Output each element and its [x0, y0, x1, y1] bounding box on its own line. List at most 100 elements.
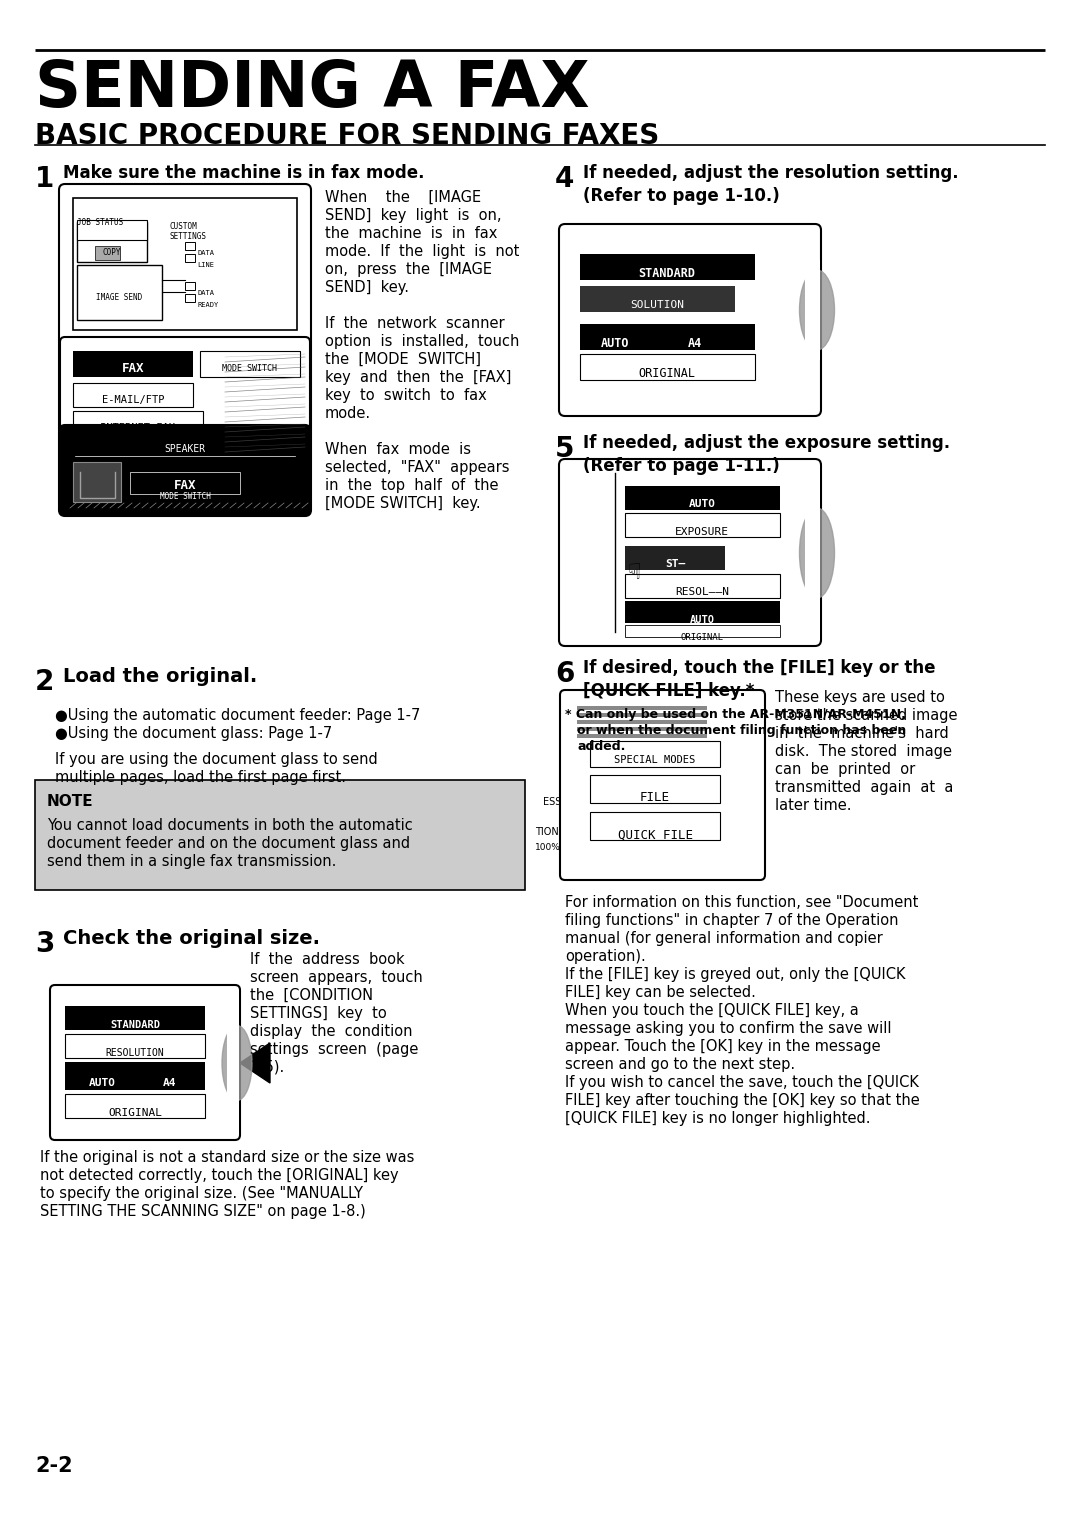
- Text: STANDARD: STANDARD: [110, 1021, 160, 1030]
- Bar: [625, 486, 780, 510]
- Text: screen and go to the next step.: screen and go to the next step.: [565, 1057, 795, 1073]
- Text: 100%: 100%: [535, 843, 561, 853]
- Bar: [73, 411, 203, 435]
- Text: TION: TION: [535, 827, 558, 837]
- Text: or when the document filing function has been: or when the document filing function has…: [577, 724, 906, 736]
- Text: mode.: mode.: [325, 406, 372, 422]
- Text: message asking you to confirm the save will: message asking you to confirm the save w…: [565, 1021, 891, 1036]
- Bar: [73, 461, 121, 503]
- Bar: [580, 254, 755, 280]
- Bar: [577, 727, 707, 730]
- Text: send them in a single fax transmission.: send them in a single fax transmission.: [48, 854, 336, 869]
- Text: RESOLUTION: RESOLUTION: [106, 1048, 164, 1057]
- Text: SPEAKER: SPEAKER: [164, 445, 205, 454]
- Text: store the scanned image: store the scanned image: [775, 707, 958, 723]
- Bar: [577, 706, 707, 711]
- Text: operation).: operation).: [565, 949, 646, 964]
- Ellipse shape: [222, 1025, 252, 1100]
- Text: * Can only be used on the AR-M351N/AR-M451N,: * Can only be used on the AR-M351N/AR-M4…: [565, 707, 906, 721]
- Bar: [580, 354, 755, 380]
- Text: the  [MODE  SWITCH]: the [MODE SWITCH]: [325, 351, 481, 367]
- Bar: [590, 811, 720, 840]
- FancyBboxPatch shape: [559, 458, 821, 646]
- Bar: [65, 1005, 205, 1030]
- Text: If  the  address  book: If the address book: [249, 952, 405, 967]
- Text: to specify the original size. (See "MANUALLY: to specify the original size. (See "MANU…: [40, 1186, 363, 1201]
- Text: If the original is not a standard size or the size was: If the original is not a standard size o…: [40, 1151, 415, 1164]
- Text: DATA: DATA: [197, 290, 214, 296]
- Bar: [590, 775, 720, 804]
- Ellipse shape: [799, 507, 835, 597]
- Text: ☟: ☟: [585, 330, 598, 350]
- Text: ☟: ☟: [627, 562, 640, 584]
- Text: key  to  switch  to  fax: key to switch to fax: [325, 388, 487, 403]
- Bar: [625, 601, 780, 623]
- Bar: [805, 465, 820, 640]
- Text: AUTO: AUTO: [600, 338, 630, 350]
- Text: ●Using the document glass: Page 1-7: ●Using the document glass: Page 1-7: [55, 726, 333, 741]
- Text: key  and  then  the  [FAX]: key and then the [FAX]: [325, 370, 511, 385]
- Text: disk.  The stored  image: disk. The stored image: [775, 744, 951, 759]
- Text: SEND]  key.: SEND] key.: [325, 280, 409, 295]
- Bar: [35, 779, 525, 889]
- Text: If  the  network  scanner: If the network scanner: [325, 316, 504, 332]
- Bar: [577, 714, 707, 717]
- Text: QUICK FILE: QUICK FILE: [618, 830, 692, 842]
- Text: JOB STATUS: JOB STATUS: [77, 219, 123, 228]
- Text: transmitted  again  at  a: transmitted again at a: [775, 779, 954, 795]
- Bar: [73, 199, 297, 330]
- Text: AUTO: AUTO: [689, 500, 715, 509]
- Bar: [77, 222, 147, 261]
- Text: SETTING THE SCANNING SIZE" on page 1-8.): SETTING THE SCANNING SIZE" on page 1-8.): [40, 1204, 366, 1219]
- Text: multiple pages, load the first page first.: multiple pages, load the first page firs…: [55, 770, 346, 785]
- Text: CUSTOM
SETTINGS: CUSTOM SETTINGS: [170, 222, 207, 241]
- Text: BASIC PROCEDURE FOR SENDING FAXES: BASIC PROCEDURE FOR SENDING FAXES: [35, 122, 659, 150]
- Bar: [580, 286, 735, 312]
- Text: option  is  installed,  touch: option is installed, touch: [325, 335, 519, 348]
- Bar: [77, 220, 147, 240]
- Text: READY: READY: [197, 303, 218, 309]
- Text: filing functions" in chapter 7 of the Operation: filing functions" in chapter 7 of the Op…: [565, 914, 899, 927]
- FancyBboxPatch shape: [59, 183, 311, 516]
- Bar: [590, 741, 720, 767]
- Bar: [805, 260, 820, 361]
- Text: When    the    [IMAGE: When the [IMAGE: [325, 189, 481, 205]
- Text: document feeder and on the document glass and: document feeder and on the document glas…: [48, 836, 410, 851]
- Text: DATA: DATA: [197, 251, 214, 257]
- Text: MODE SWITCH: MODE SWITCH: [160, 492, 211, 501]
- Text: LINE: LINE: [197, 261, 214, 267]
- FancyBboxPatch shape: [50, 986, 240, 1140]
- FancyBboxPatch shape: [561, 691, 765, 880]
- Text: SOLUTION: SOLUTION: [630, 299, 684, 310]
- Text: [QUICK FILE] key is no longer highlighted.: [QUICK FILE] key is no longer highlighte…: [565, 1111, 870, 1126]
- Text: SPECIAL MODES: SPECIAL MODES: [615, 755, 696, 766]
- Text: If needed, adjust the exposure setting.: If needed, adjust the exposure setting.: [583, 434, 950, 452]
- Text: A4: A4: [163, 1077, 177, 1088]
- Ellipse shape: [799, 270, 835, 350]
- Bar: [73, 384, 193, 406]
- FancyBboxPatch shape: [60, 338, 310, 465]
- Bar: [77, 264, 162, 319]
- Text: A4: A4: [688, 338, 702, 350]
- Text: FILE] key can be selected.: FILE] key can be selected.: [565, 986, 756, 999]
- Text: NOTE: NOTE: [48, 795, 94, 808]
- Text: 5: 5: [555, 435, 575, 463]
- Bar: [65, 1062, 205, 1089]
- Bar: [185, 254, 195, 261]
- Text: RESOL——N: RESOL——N: [675, 587, 729, 597]
- Text: MODE SWITCH: MODE SWITCH: [222, 364, 278, 373]
- Bar: [185, 241, 195, 251]
- Text: IMAGE SEND: IMAGE SEND: [96, 293, 143, 303]
- Text: SETTINGS]  key  to: SETTINGS] key to: [249, 1005, 387, 1021]
- Bar: [185, 283, 195, 290]
- FancyBboxPatch shape: [60, 425, 310, 515]
- Text: ST—: ST—: [665, 559, 685, 568]
- Text: display  the  condition: display the condition: [249, 1024, 413, 1039]
- Bar: [625, 575, 780, 597]
- Bar: [65, 1034, 205, 1057]
- Bar: [185, 293, 195, 303]
- Bar: [577, 733, 707, 738]
- Text: screen  appears,  touch: screen appears, touch: [249, 970, 422, 986]
- Text: 6: 6: [555, 660, 575, 688]
- Text: in  the  machine's  hard: in the machine's hard: [775, 726, 948, 741]
